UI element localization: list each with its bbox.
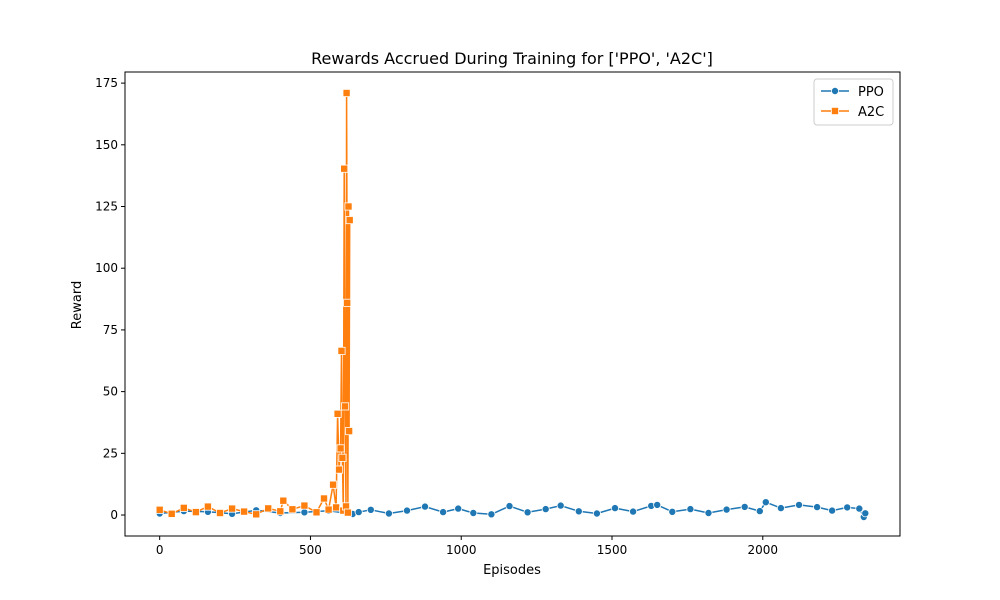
data-point (761, 498, 770, 507)
x-tick-label: 500 (299, 543, 322, 557)
data-point (215, 508, 224, 517)
data-point (252, 510, 261, 519)
data-point (329, 480, 338, 489)
legend-marker-a2c (831, 107, 840, 116)
y-tick-label: 175 (95, 76, 118, 90)
data-point (336, 444, 345, 453)
data-point (288, 505, 297, 514)
legend-label-a2c: A2C (858, 105, 884, 120)
data-point (611, 504, 620, 513)
data-point (345, 427, 354, 436)
data-point (337, 346, 346, 355)
x-tick-label: 0 (156, 543, 164, 557)
data-point (686, 505, 695, 514)
series-a2c (155, 89, 354, 519)
data-point (343, 298, 352, 307)
data-point (469, 508, 478, 517)
x-tick-label: 2000 (748, 543, 779, 557)
data-point (541, 505, 550, 514)
data-point (505, 502, 514, 511)
data-point (179, 503, 188, 512)
data-point (861, 509, 870, 518)
data-point (343, 508, 352, 517)
data-point (276, 507, 285, 516)
plot-frame (124, 71, 901, 537)
legend-marker-ppo (831, 87, 840, 96)
series-ppo (155, 498, 870, 522)
data-point (592, 509, 601, 518)
data-point (776, 504, 785, 513)
data-point (340, 164, 349, 173)
data-point (332, 503, 341, 512)
y-tick-label: 75 (103, 323, 118, 337)
data-point (344, 202, 353, 211)
data-point (354, 508, 363, 517)
data-point (345, 216, 354, 225)
data-point (402, 506, 411, 515)
axis-ticks: 0 500 1000 1500 2000 0 25 50 75 100 125 150 175 (95, 76, 778, 557)
data-point (487, 510, 496, 519)
data-point (740, 502, 749, 511)
y-tick-label: 100 (95, 261, 118, 275)
y-tick-label: 25 (103, 446, 118, 460)
data-point (341, 402, 350, 411)
chart-title: Rewards Accrued During Training for ['PP… (311, 49, 713, 68)
data-point (335, 465, 344, 474)
legend-label-ppo: PPO (858, 85, 884, 100)
data-point (755, 507, 764, 516)
data-point (523, 508, 532, 517)
data-point (342, 89, 351, 98)
data-point (704, 508, 713, 517)
data-point (312, 508, 321, 517)
data-point (240, 507, 249, 516)
data-point (454, 504, 463, 513)
y-tick-label: 150 (95, 138, 118, 152)
series-line-a2c (159, 92, 351, 516)
data-point (384, 509, 393, 518)
data-point (574, 507, 583, 516)
data-point (333, 409, 342, 418)
data-point (556, 501, 565, 510)
x-axis-label: Episodes (483, 563, 541, 578)
data-point (366, 505, 375, 514)
data-point (653, 500, 662, 509)
y-tick-label: 125 (95, 200, 118, 214)
data-point (300, 508, 309, 517)
y-tick-label: 50 (103, 385, 118, 399)
data-point (795, 500, 804, 509)
data-point (668, 507, 677, 516)
legend: PPO A2C (813, 78, 894, 126)
plot-content (155, 89, 870, 522)
data-point (167, 509, 176, 518)
x-tick-label: 1500 (597, 543, 628, 557)
data-point (843, 503, 852, 512)
data-point (855, 504, 864, 513)
data-point (155, 505, 164, 514)
data-point (319, 494, 328, 503)
data-point (264, 504, 273, 513)
data-point (191, 508, 200, 517)
data-point (828, 506, 837, 515)
y-axis-label: Reward (70, 281, 85, 329)
data-point (629, 507, 638, 516)
data-point (813, 503, 822, 512)
y-tick-label: 0 (110, 508, 118, 522)
data-point (203, 502, 212, 511)
data-point (338, 453, 347, 462)
data-point (420, 502, 429, 511)
data-point (279, 496, 288, 505)
data-point (439, 508, 448, 517)
data-point (722, 505, 731, 514)
data-point (228, 504, 237, 513)
data-point (300, 501, 309, 510)
x-tick-label: 1000 (446, 543, 477, 557)
data-point (324, 505, 333, 514)
